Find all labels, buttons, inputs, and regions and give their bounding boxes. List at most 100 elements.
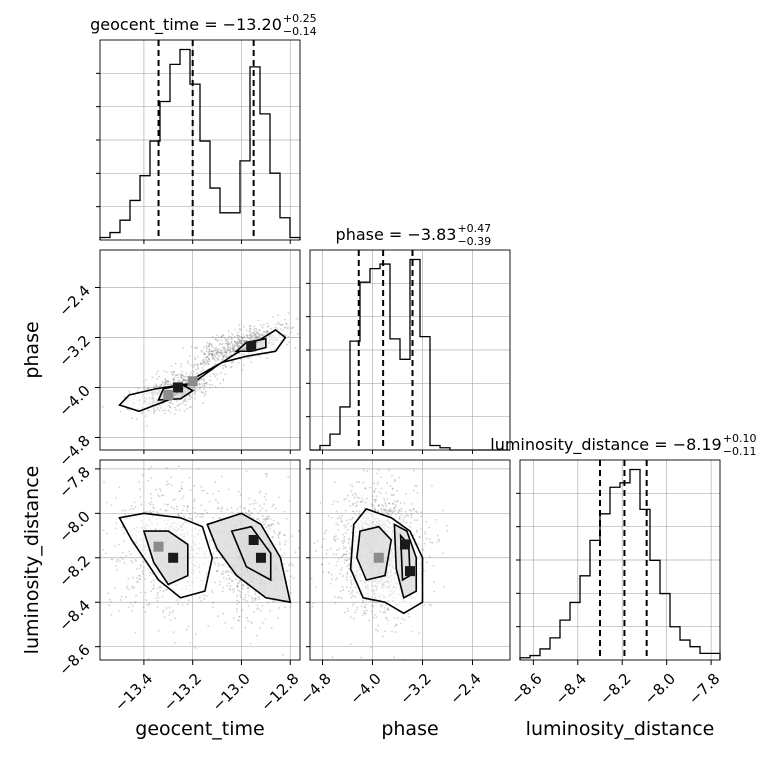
sample-point (253, 334, 256, 337)
sample-point (277, 534, 280, 537)
sample-point (412, 508, 415, 511)
sample-point (224, 350, 227, 353)
sample-point (236, 584, 239, 587)
sample-point (223, 337, 226, 339)
sample-point (188, 393, 191, 396)
sample-point (221, 342, 224, 345)
sample-point (261, 507, 264, 510)
sample-point (201, 383, 203, 385)
sample-point (236, 589, 239, 592)
sample-point (351, 589, 354, 592)
sample-point (187, 398, 190, 401)
sample-point (199, 363, 202, 366)
sample-point (190, 386, 193, 388)
sample-point (203, 352, 205, 355)
sample-point (337, 524, 339, 527)
sample-point (375, 628, 377, 631)
sample-point (358, 497, 361, 500)
sample-point (199, 516, 202, 518)
sample-point (208, 350, 211, 353)
sample-point (193, 393, 196, 395)
sample-point (207, 353, 210, 356)
x-tick-label: −13.2 (160, 670, 205, 715)
sample-point (362, 599, 364, 602)
sample-point (373, 613, 376, 616)
sample-point (227, 342, 229, 345)
sample-point (283, 326, 286, 329)
sample-point (174, 617, 176, 620)
sample-point (410, 514, 413, 517)
sample-point (380, 508, 383, 511)
sample-point (138, 488, 141, 491)
sample-point (254, 593, 257, 596)
sample-point (254, 590, 256, 593)
sample-point (161, 595, 164, 598)
sample-point (216, 353, 218, 355)
sample-point (206, 356, 209, 358)
sample-point (403, 502, 406, 505)
sample-point (94, 549, 96, 551)
sample-point (126, 587, 128, 590)
sample-point (197, 368, 200, 370)
sample-point (387, 608, 389, 611)
histogram-phase (310, 258, 510, 451)
sample-point (349, 575, 352, 578)
sample-point (251, 335, 253, 337)
sample-point (361, 500, 364, 503)
sample-point (404, 510, 407, 513)
sample-point (371, 504, 374, 507)
y-tick-label: −3.2 (55, 332, 93, 370)
sample-point (416, 491, 419, 494)
sample-point (360, 501, 363, 503)
title-upper-error: +0.25 (283, 12, 317, 25)
sample-point (433, 590, 436, 593)
sample-point (334, 578, 337, 581)
sample-point (242, 364, 245, 366)
sample-point (205, 382, 208, 384)
sample-point (348, 537, 350, 540)
sample-point (239, 594, 242, 596)
sample-point (195, 372, 198, 375)
sample-point (266, 515, 269, 518)
sample-point (285, 569, 288, 572)
sample-point (389, 507, 392, 510)
sample-point (341, 567, 343, 569)
sample-point (178, 490, 181, 493)
sample-point (396, 489, 399, 492)
sample-point (186, 603, 189, 606)
sample-point (183, 516, 186, 519)
sample-point (352, 504, 355, 506)
sample-point (222, 563, 225, 566)
sample-point (272, 503, 275, 506)
sample-point (425, 520, 428, 523)
sample-point (170, 484, 173, 487)
sample-point (148, 409, 151, 412)
sample-point (351, 517, 354, 520)
sample-point (236, 599, 238, 602)
sample-point (412, 534, 415, 537)
sample-point (178, 373, 181, 376)
sample-point (139, 495, 142, 498)
sample-point (415, 530, 418, 533)
sample-point (365, 603, 367, 606)
sample-point (267, 325, 270, 327)
sample-point (236, 603, 239, 605)
sample-point (241, 337, 244, 340)
sample-point (203, 360, 205, 363)
sample-point (129, 508, 132, 511)
sample-point (149, 571, 151, 574)
sample-point (238, 615, 241, 618)
sample-point (178, 409, 181, 412)
sample-point (225, 355, 228, 358)
sample-point (162, 611, 164, 614)
sample-point (294, 551, 297, 554)
sample-point (253, 328, 255, 331)
sample-point (237, 338, 240, 340)
sample-point (258, 337, 260, 340)
sample-point (101, 406, 104, 408)
sample-point (225, 351, 228, 354)
sample-point (330, 573, 333, 576)
sample-point (342, 545, 345, 548)
sample-point (364, 487, 367, 490)
sample-point (343, 536, 346, 538)
